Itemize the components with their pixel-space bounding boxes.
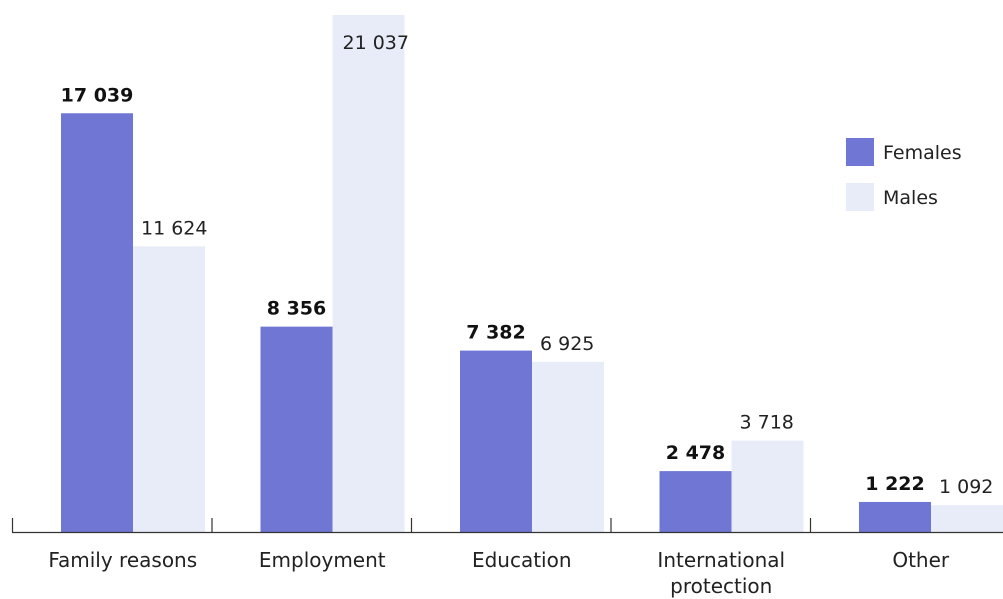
category-label-employment: Employment <box>259 548 386 572</box>
bar-females-other <box>859 501 931 532</box>
value-label-males-family-reasons: 11 624 <box>141 217 207 239</box>
bar-females-international-protection <box>659 471 732 532</box>
legend-label-males: Males <box>883 187 938 209</box>
bar-females-education <box>460 350 532 532</box>
category-label-family-reasons: Family reasons <box>48 548 197 572</box>
bar-males-international-protection <box>731 440 804 532</box>
value-label-males-education: 6 925 <box>540 333 594 355</box>
value-label-females-employment: 8 356 <box>267 298 327 320</box>
value-label-males-other: 1 092 <box>939 476 993 498</box>
legend: Females Males <box>846 138 962 211</box>
category-labels-layer: Family reasons Employment Education Interna… <box>48 548 950 598</box>
x-axis <box>11 518 1003 534</box>
legend-swatch-males <box>846 183 874 211</box>
value-label-females-education: 7 382 <box>466 322 526 344</box>
bars-layer <box>61 15 1003 532</box>
value-label-females-international-protection: 2 478 <box>666 442 726 464</box>
bar-males-other <box>931 505 1003 532</box>
bar-males-family-reasons <box>133 246 205 532</box>
bar-males-employment <box>332 15 405 532</box>
bar-males-education <box>532 361 604 532</box>
value-label-females-family-reasons: 17 039 <box>61 84 134 106</box>
bar-females-employment <box>260 326 333 532</box>
category-label-international-protection: International protection <box>657 548 785 598</box>
value-label-males-employment: 21 037 <box>343 32 409 54</box>
bar-females-family-reasons <box>61 113 133 532</box>
legend-label-females: Females <box>883 142 962 164</box>
legend-swatch-females <box>846 138 874 166</box>
value-label-females-other: 1 222 <box>865 473 925 495</box>
value-labels-layer: 17 039 8 356 7 382 2 478 1 222 11 624 21 037 6 … <box>61 32 994 498</box>
category-label-education: Education <box>472 548 572 572</box>
value-label-males-international-protection: 3 718 <box>740 412 794 434</box>
category-label-other: Other <box>892 548 950 572</box>
